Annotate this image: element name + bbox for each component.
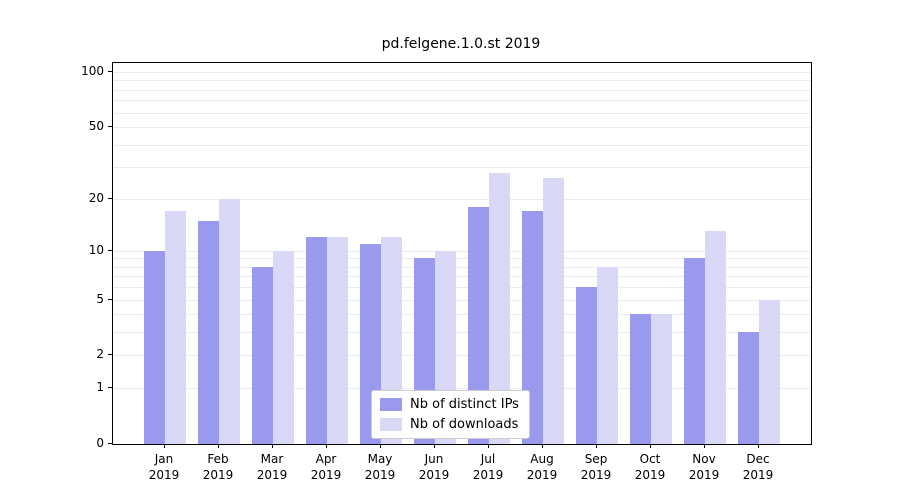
y-axis-tick-label: 100 (81, 64, 104, 78)
x-axis-tick-label: May 2019 (364, 452, 396, 482)
bar-distinct-ips (252, 266, 273, 444)
x-axis-tick-mark (758, 444, 759, 448)
plot-area (112, 62, 812, 445)
bar-distinct-ips (198, 220, 219, 444)
gridline (113, 258, 811, 260)
legend-item: Nb of distinct IPs (380, 397, 519, 412)
x-axis-tick-label: Sep 2019 (580, 452, 612, 482)
x-axis-tick-mark (380, 444, 381, 448)
y-axis-tick-mark (108, 354, 112, 356)
legend-item: Nb of downloads (380, 417, 519, 432)
x-axis-tick-label: Dec 2019 (742, 452, 774, 482)
x-axis-tick-mark (650, 444, 651, 448)
x-axis-tick-mark (326, 444, 327, 448)
bar-downloads (543, 178, 564, 444)
x-axis-tick-mark (272, 444, 273, 448)
gridline (113, 100, 811, 102)
y-axis-tick-label: 0 (96, 436, 104, 450)
legend-label: Nb of distinct IPs (410, 397, 519, 412)
x-axis-tick-label: Feb 2019 (202, 452, 234, 482)
y-axis-tick-mark (108, 197, 112, 199)
gridline (113, 266, 811, 268)
x-axis-tick-mark (164, 444, 165, 448)
bar-downloads (327, 237, 348, 444)
y-axis-tick-mark (108, 387, 112, 389)
gridline (113, 72, 811, 73)
bar-downloads (219, 198, 240, 444)
bar-downloads (705, 231, 726, 444)
x-axis-tick-mark (488, 444, 489, 448)
bar-distinct-ips (576, 287, 597, 444)
bar-distinct-ips (144, 250, 165, 444)
gridline (113, 332, 811, 334)
bar-distinct-ips (522, 211, 543, 444)
y-axis-tick-label: 5 (96, 291, 104, 306)
gridline (113, 314, 811, 316)
y-axis-tick-label: 50 (88, 119, 104, 134)
x-axis-tick-label: Mar 2019 (256, 452, 288, 482)
y-axis-tick-mark (108, 71, 112, 72)
bar-distinct-ips (630, 314, 651, 444)
x-axis-tick-label: Jun 2019 (418, 452, 450, 482)
gridline (113, 127, 811, 129)
y-axis-tick-label: 2 (96, 347, 104, 362)
y-axis-tick-mark (108, 249, 112, 251)
bar-distinct-ips (738, 332, 759, 444)
gridline (113, 388, 811, 390)
x-axis-tick-label: Jul 2019 (472, 452, 504, 482)
y-axis-tick-mark (108, 443, 112, 444)
gridline (113, 89, 811, 91)
gridline (113, 198, 811, 200)
legend-swatch-downloads (380, 418, 402, 431)
x-axis-tick-mark (704, 444, 705, 448)
legend: Nb of distinct IPs Nb of downloads (371, 390, 530, 439)
bar-distinct-ips (306, 237, 327, 444)
x-axis-tick-label: Nov 2019 (688, 452, 720, 482)
y-axis-tick-label: 10 (88, 242, 104, 257)
x-axis-tick-label: Jan 2019 (148, 452, 180, 482)
bar-downloads (759, 299, 780, 444)
gridline (113, 299, 811, 301)
bar-downloads (489, 172, 510, 444)
gridline (113, 287, 811, 289)
gridline (113, 112, 811, 114)
bar-downloads (597, 266, 618, 444)
x-axis-tick-mark (596, 444, 597, 448)
x-axis-tick-label: Apr 2019 (310, 452, 342, 482)
y-axis-tick-mark (108, 298, 112, 300)
x-axis-tick-mark (218, 444, 219, 448)
gridline (113, 144, 811, 146)
legend-label: Nb of downloads (410, 417, 519, 432)
legend-swatch-distinct-ips (380, 398, 402, 411)
y-axis-tick-label: 20 (88, 190, 104, 205)
y-axis-tick-mark (108, 126, 112, 128)
gridline (113, 250, 811, 252)
x-axis-tick-label: Aug 2019 (526, 452, 558, 482)
x-axis-tick-mark (542, 444, 543, 448)
x-axis-tick-mark (434, 444, 435, 448)
y-axis-tick-label: 1 (96, 380, 104, 395)
gridline (113, 355, 811, 357)
gridline (113, 167, 811, 169)
bar-downloads (651, 314, 672, 444)
gridline (113, 276, 811, 278)
x-axis-tick-label: Oct 2019 (634, 452, 666, 482)
bar-distinct-ips (468, 206, 489, 444)
bar-distinct-ips (684, 258, 705, 444)
chart-title: pd.felgene.1.0.st 2019 (381, 36, 541, 52)
bar-downloads (273, 250, 294, 444)
bar-downloads (165, 211, 186, 444)
gridline (113, 80, 811, 82)
